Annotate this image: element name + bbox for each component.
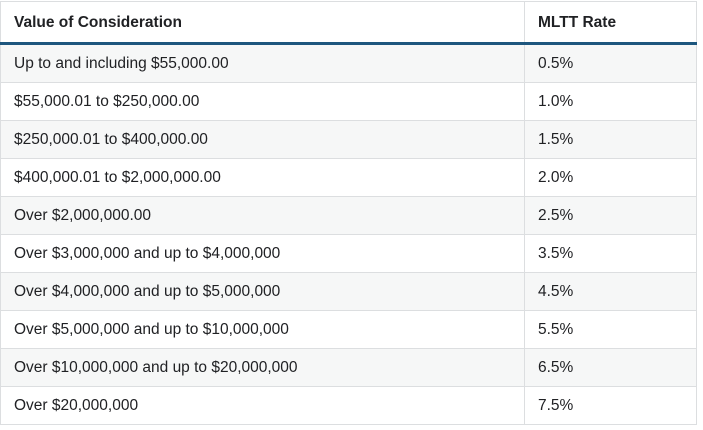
table-row: $400,000.01 to $2,000,000.00 2.0% [0,158,697,197]
value-of-consideration-header: Value of Consideration [0,1,525,45]
table-row: Up to and including $55,000.00 0.5% [0,43,697,83]
value-of-consideration-cell: Over $4,000,000 and up to $5,000,000 [0,272,525,311]
table-row: Over $20,000,000 7.5% [0,386,697,425]
mltt-rate-cell: 1.0% [524,82,697,121]
value-of-consideration-cell: Up to and including $55,000.00 [0,43,525,83]
table-row: Over $2,000,000.00 2.5% [0,196,697,235]
mltt-rate-table: Value of Consideration MLTT Rate Up to a… [0,1,697,425]
value-of-consideration-cell: $250,000.01 to $400,000.00 [0,120,525,159]
table-row: Over $10,000,000 and up to $20,000,000 6.… [0,348,697,387]
mltt-rate-cell: 6.5% [524,348,697,387]
table-row: $55,000.01 to $250,000.00 1.0% [0,82,697,121]
value-of-consideration-cell: Over $10,000,000 and up to $20,000,000 [0,348,525,387]
mltt-rate-cell: 3.5% [524,234,697,273]
mltt-rate-cell: 0.5% [524,43,697,83]
mltt-rate-cell: 2.0% [524,158,697,197]
table-row: Over $4,000,000 and up to $5,000,000 4.5% [0,272,697,311]
value-of-consideration-cell: $55,000.01 to $250,000.00 [0,82,525,121]
table-row: $250,000.01 to $400,000.00 1.5% [0,120,697,159]
mltt-rate-header: MLTT Rate [524,1,697,45]
mltt-rate-cell: 1.5% [524,120,697,159]
table-body: Up to and including $55,000.00 0.5% $55,00… [0,43,697,425]
table-header-row: Value of Consideration MLTT Rate [0,1,697,45]
value-of-consideration-cell: Over $2,000,000.00 [0,196,525,235]
value-of-consideration-cell: Over $20,000,000 [0,386,525,425]
table-row: Over $3,000,000 and up to $4,000,000 3.5% [0,234,697,273]
value-of-consideration-cell: Over $5,000,000 and up to $10,000,000 [0,310,525,349]
value-of-consideration-cell: Over $3,000,000 and up to $4,000,000 [0,234,525,273]
mltt-rate-cell: 4.5% [524,272,697,311]
mltt-rate-cell: 2.5% [524,196,697,235]
mltt-rate-cell: 5.5% [524,310,697,349]
table-row: Over $5,000,000 and up to $10,000,000 5.5… [0,310,697,349]
value-of-consideration-cell: $400,000.01 to $2,000,000.00 [0,158,525,197]
mltt-rate-cell: 7.5% [524,386,697,425]
